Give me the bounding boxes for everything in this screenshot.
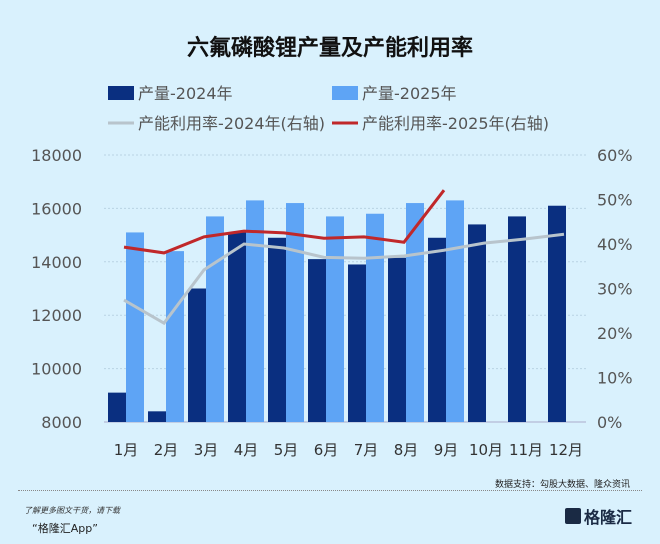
right-tick-label: 20% [597,324,633,343]
logo: 格隆汇 [564,504,632,528]
left-tick-label: 16000 [31,199,82,218]
line-2025 [123,189,446,255]
legend-label: 产量-2024年 [138,84,233,103]
bar-2024 [188,288,206,422]
bar-2024 [108,392,126,422]
left-tick-label: 14000 [31,253,82,272]
right-tick-label: 0% [597,413,622,432]
legend-swatch [332,86,358,100]
right-tick-label: 10% [597,369,633,388]
left-tick-label: 12000 [31,306,82,325]
legend-label: 产能利用率-2025年(右轴) [362,114,549,133]
bar-2024 [548,205,566,422]
bar-2024 [508,216,526,422]
x-tick-label: 6月 [314,441,339,459]
right-tick-label: 30% [597,280,633,299]
logo-text: 格隆汇 [583,508,632,527]
x-tick-label: 7月 [354,441,379,459]
legend-label: 产量-2025年 [362,84,457,103]
x-tick-label: 3月 [194,441,219,459]
right-tick-label: 40% [597,235,633,254]
bar-2024 [148,411,166,422]
x-tick-label: 4月 [234,441,259,459]
bar-2025 [166,251,184,422]
bar-2025 [366,213,384,422]
bar-2025 [286,203,304,422]
x-tick-label: 10月 [469,441,503,459]
footer-note: 了解更多图文干货，请下载 [24,506,120,515]
bar-2024 [348,264,366,422]
bar-2025 [126,232,144,422]
legend-swatch [108,86,134,100]
logo-icon [564,508,581,524]
left-tick-label: 8000 [41,413,82,432]
x-tick-label: 8月 [394,441,419,459]
footer-app: “格隆汇App” [32,522,98,535]
x-tick-label: 5月 [274,441,299,459]
x-tick-label: 12月 [549,441,583,459]
right-tick-label: 50% [597,191,633,210]
bar-2025 [206,216,224,422]
bar-2025 [246,200,264,422]
bar-2024 [468,224,486,422]
line-2024 [123,232,565,326]
left-tick-label: 10000 [31,360,82,379]
bar-2024 [388,257,406,422]
data-source: 数据支持：勾股大数据、隆众资讯 [494,480,630,490]
right-tick-label: 60% [597,146,633,165]
bar-2024 [308,259,326,422]
x-tick-label: 9月 [434,441,459,459]
x-tick-label: 11月 [509,441,543,459]
left-tick-label: 18000 [31,146,82,165]
bar-2025 [326,216,344,422]
divider [18,490,642,491]
legend-label: 产能利用率-2024年(右轴) [138,114,325,133]
x-tick-label: 1月 [114,441,139,459]
bar-2024 [228,232,246,422]
bar-2024 [268,237,286,422]
bar-2025 [446,200,464,422]
bar-2024 [428,237,446,422]
chart-title: 六氟磷酸锂产量及产能利用率 [186,36,473,61]
x-tick-label: 2月 [154,441,179,459]
bar-2025 [406,203,424,422]
